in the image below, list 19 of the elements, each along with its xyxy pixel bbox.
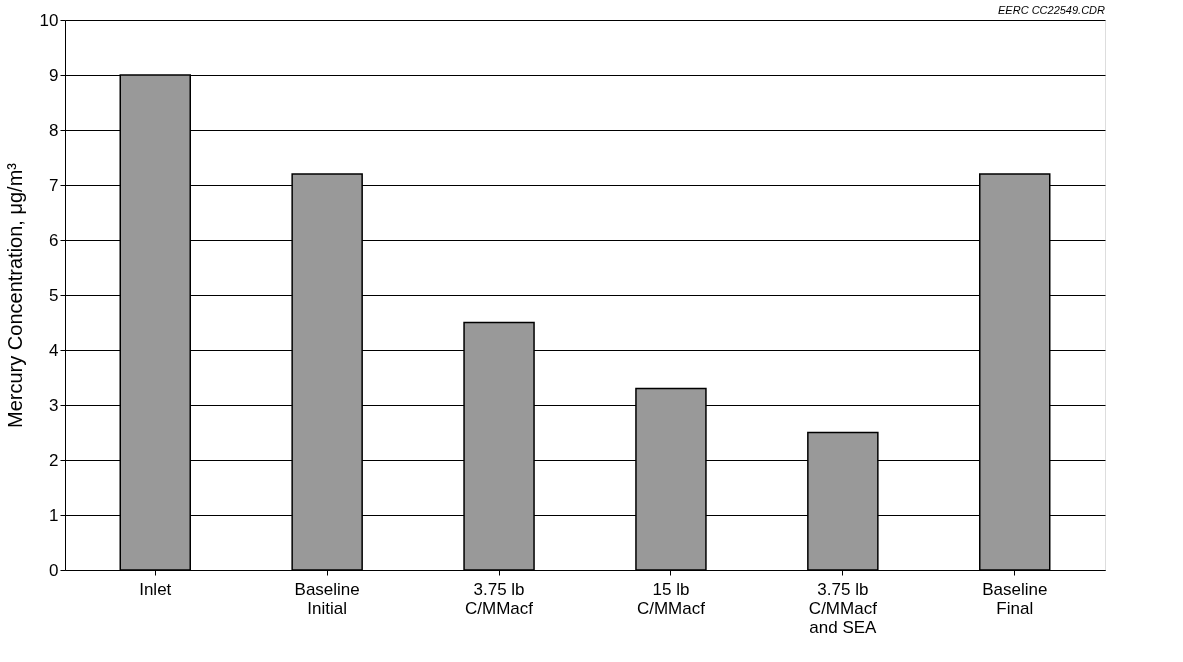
y-tick-label: 2 (49, 450, 59, 470)
x-tick-label: 3.75 lb C/MMacf and SEA (808, 579, 878, 637)
y-tick-label: 9 (49, 65, 59, 85)
x-tick-label: Baseline Initial (294, 579, 360, 618)
y-tick-label: 7 (49, 175, 59, 195)
y-tick-label: 3 (49, 395, 59, 415)
y-tick-label: 10 (39, 10, 59, 30)
y-tick-label: 8 (49, 120, 59, 140)
x-tick-label: 3.75 lb C/MMacf (465, 579, 534, 618)
text: EERC CC22549.CDR (998, 4, 1106, 16)
x-tick-label: 15 lb C/MMacf (636, 579, 706, 618)
x-tick-label: Baseline Final (982, 579, 1048, 618)
y-tick-label: 6 (49, 230, 59, 250)
y-axis-title: Mercury Concentration, μg/m³ (3, 162, 26, 428)
y-tick-label: 0 (49, 560, 59, 580)
x-tick-label: Inlet (139, 579, 172, 599)
y-tick-label: 4 (49, 340, 59, 360)
y-tick-label: 5 (49, 285, 59, 305)
y-tick-label: 1 (49, 505, 59, 525)
